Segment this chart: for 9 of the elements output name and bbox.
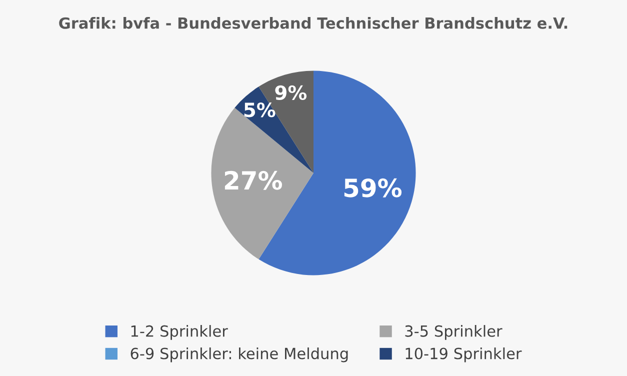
data-label: 27% [224, 170, 282, 190]
legend-label: 3-5 Sprinkler [405, 325, 502, 340]
legend-label: 1-2 Sprinkler [131, 325, 228, 340]
chart-subtitle: Grafik: bvfa - Bundesverband Technischer Brandschutz e.V. [59, 17, 568, 29]
data-label: 5% [244, 102, 276, 118]
data-label: 9% [275, 85, 307, 100]
legend-label: 6-9 Sprinkler: keine Meldung [130, 347, 348, 362]
data-label: 59% [344, 178, 402, 198]
legend-label: 10-19 Sprinkler [406, 347, 522, 362]
